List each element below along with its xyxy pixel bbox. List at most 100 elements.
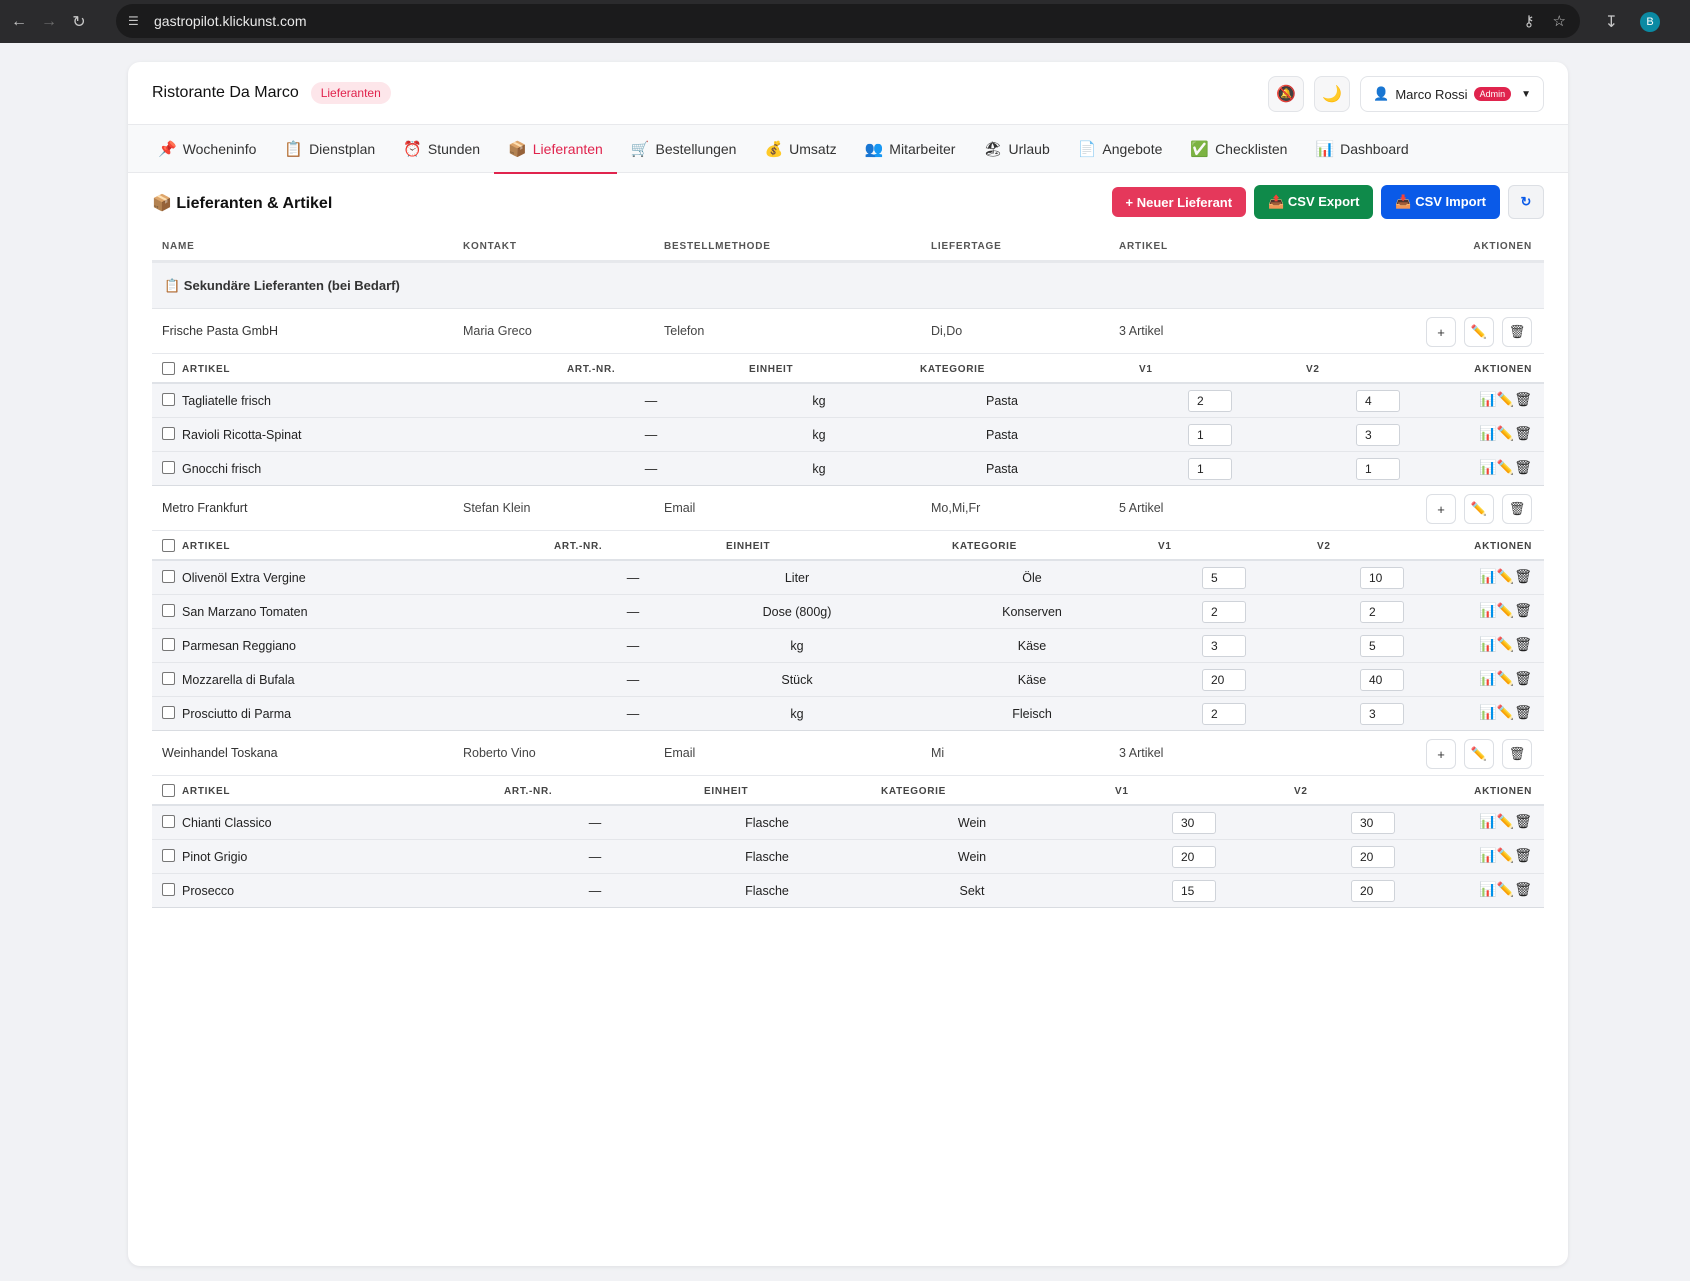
pencil-icon[interactable]: ✏️ bbox=[1496, 391, 1515, 407]
download-icon[interactable]: ↧ bbox=[1604, 13, 1618, 31]
tab-dienstplan[interactable]: 📋 Dienstplan bbox=[270, 125, 389, 173]
quantity-v1-input[interactable]: 5 bbox=[1202, 567, 1246, 589]
edit-supplier-button[interactable]: ✏️ bbox=[1464, 317, 1494, 347]
trash-icon[interactable]: 🗑 bbox=[1514, 704, 1532, 720]
pencil-icon[interactable]: ✏️ bbox=[1496, 670, 1515, 686]
quantity-v2-input[interactable]: 3 bbox=[1360, 703, 1404, 725]
supplier-row[interactable]: Frische Pasta GmbH Maria Greco Telefon Di,D… bbox=[152, 309, 1544, 354]
forward-icon[interactable]: → bbox=[41, 12, 57, 30]
article-checkbox[interactable] bbox=[162, 706, 175, 719]
chart-icon[interactable]: 📊 bbox=[1479, 670, 1497, 686]
edit-supplier-button[interactable]: ✏️ bbox=[1464, 494, 1494, 524]
quantity-v1-input[interactable]: 30 bbox=[1172, 812, 1216, 834]
quantity-v1-input[interactable]: 3 bbox=[1202, 635, 1246, 657]
csv-export-button[interactable]: 📤 CSV Export bbox=[1254, 185, 1374, 219]
tab-dashboard[interactable]: 📊 Dashboard bbox=[1301, 125, 1422, 173]
bell-off-icon[interactable]: 🔕 bbox=[1268, 76, 1305, 112]
article-checkbox[interactable] bbox=[162, 638, 175, 651]
supplier-row[interactable]: Weinhandel Toskana Roberto Vino Email Mi 3 A… bbox=[152, 731, 1544, 776]
trash-icon[interactable]: 🗑 bbox=[1514, 568, 1532, 584]
quantity-v2-input[interactable]: 40 bbox=[1360, 669, 1404, 691]
delete-supplier-button[interactable]: 🗑 bbox=[1502, 494, 1532, 524]
tab-urlaub[interactable]: 🏖 Urlaub bbox=[969, 125, 1063, 173]
tab-bestellungen[interactable]: 🛒 Bestellungen bbox=[617, 125, 751, 173]
article-row[interactable]: Gnocchi frisch — kg Pasta 1 1 📊 ✏️ 🗑 bbox=[152, 452, 1544, 486]
tab-wocheninfo[interactable]: 📌 Wocheninfo bbox=[144, 125, 270, 173]
chart-icon[interactable]: 📊 bbox=[1479, 391, 1497, 407]
quantity-v1-input[interactable]: 1 bbox=[1188, 458, 1232, 480]
quantity-v2-input[interactable]: 1 bbox=[1356, 458, 1400, 480]
article-row[interactable]: Parmesan Reggiano — kg Käse 3 5 📊 ✏️ 🗑 bbox=[152, 629, 1544, 663]
article-row[interactable]: Mozzarella di Bufala — Stück Käse 20 40 📊 ✏️ 🗑 bbox=[152, 663, 1544, 697]
article-checkbox[interactable] bbox=[162, 570, 175, 583]
tab-checklisten[interactable]: ✅ Checklisten bbox=[1176, 125, 1301, 173]
select-all-checkbox[interactable] bbox=[162, 784, 175, 797]
quantity-v2-input[interactable]: 2 bbox=[1360, 601, 1404, 623]
article-row[interactable]: Tagliatelle frisch — kg Pasta 2 4 📊 ✏️ 🗑 bbox=[152, 384, 1544, 418]
chart-icon[interactable]: 📊 bbox=[1479, 813, 1497, 829]
tab-lieferanten[interactable]: 📦 Lieferanten bbox=[494, 125, 617, 174]
edit-supplier-button[interactable]: ✏️ bbox=[1464, 739, 1494, 769]
trash-icon[interactable]: 🗑 bbox=[1514, 425, 1532, 441]
site-settings-icon[interactable]: ☰ bbox=[128, 14, 139, 28]
quantity-v1-input[interactable]: 2 bbox=[1202, 601, 1246, 623]
tab-mitarbeiter[interactable]: 👥 Mitarbeiter bbox=[851, 125, 970, 173]
article-row[interactable]: Chianti Classico — Flasche Wein 30 30 📊 ✏️ 🗑 bbox=[152, 806, 1544, 840]
url-text[interactable]: gastropilot.klickunst.com bbox=[154, 13, 307, 29]
quantity-v2-input[interactable]: 20 bbox=[1351, 880, 1395, 902]
pencil-icon[interactable]: ✏️ bbox=[1496, 881, 1515, 897]
profile-avatar[interactable]: B bbox=[1640, 11, 1660, 32]
delete-supplier-button[interactable]: 🗑 bbox=[1502, 739, 1532, 769]
quantity-v2-input[interactable]: 5 bbox=[1360, 635, 1404, 657]
trash-icon[interactable]: 🗑 bbox=[1514, 813, 1532, 829]
chart-icon[interactable]: 📊 bbox=[1479, 602, 1497, 618]
tab-umsatz[interactable]: 💰 Umsatz bbox=[750, 125, 850, 173]
tab-angebote[interactable]: 📄 Angebote bbox=[1064, 125, 1177, 173]
quantity-v1-input[interactable]: 20 bbox=[1172, 846, 1216, 868]
reload-icon[interactable]: ↻ bbox=[72, 13, 86, 31]
article-row[interactable]: Olivenöl Extra Vergine — Liter Öle 5 10 📊 ✏️ 🗑 bbox=[152, 561, 1544, 595]
trash-icon[interactable]: 🗑 bbox=[1514, 459, 1532, 475]
article-row[interactable]: Pinot Grigio — Flasche Wein 20 20 📊 ✏️ 🗑 bbox=[152, 840, 1544, 874]
pencil-icon[interactable]: ✏️ bbox=[1496, 459, 1515, 475]
quantity-v1-input[interactable]: 15 bbox=[1172, 880, 1216, 902]
pencil-icon[interactable]: ✏️ bbox=[1496, 704, 1515, 720]
csv-import-button[interactable]: 📥 CSV Import bbox=[1381, 185, 1500, 219]
user-menu-button[interactable]: 👤 Marco Rossi Admin ▼ bbox=[1360, 76, 1544, 112]
trash-icon[interactable]: 🗑 bbox=[1514, 636, 1532, 652]
pencil-icon[interactable]: ✏️ bbox=[1496, 568, 1515, 584]
article-checkbox[interactable] bbox=[162, 427, 175, 440]
quantity-v1-input[interactable]: 20 bbox=[1202, 669, 1246, 691]
quantity-v1-input[interactable]: 2 bbox=[1202, 703, 1246, 725]
quantity-v2-input[interactable]: 10 bbox=[1360, 567, 1404, 589]
trash-icon[interactable]: 🗑 bbox=[1514, 670, 1532, 686]
trash-icon[interactable]: 🗑 bbox=[1514, 391, 1532, 407]
article-row[interactable]: Ravioli Ricotta-Spinat — kg Pasta 1 3 📊 ✏️ 🗑 bbox=[152, 418, 1544, 452]
quantity-v1-input[interactable]: 1 bbox=[1188, 424, 1232, 446]
article-row[interactable]: San Marzano Tomaten — Dose (800g) Konserven… bbox=[152, 595, 1544, 629]
chart-icon[interactable]: 📊 bbox=[1479, 636, 1497, 652]
chart-icon[interactable]: 📊 bbox=[1479, 425, 1497, 441]
quantity-v2-input[interactable]: 3 bbox=[1356, 424, 1400, 446]
add-article-button[interactable]: + bbox=[1426, 317, 1456, 347]
pencil-icon[interactable]: ✏️ bbox=[1496, 636, 1515, 652]
article-checkbox[interactable] bbox=[162, 672, 175, 685]
select-all-checkbox[interactable] bbox=[162, 539, 175, 552]
star-icon[interactable]: ☆ bbox=[1552, 13, 1566, 30]
quantity-v2-input[interactable]: 30 bbox=[1351, 812, 1395, 834]
article-checkbox[interactable] bbox=[162, 393, 175, 406]
article-checkbox[interactable] bbox=[162, 461, 175, 474]
pencil-icon[interactable]: ✏️ bbox=[1496, 602, 1515, 618]
trash-icon[interactable]: 🗑 bbox=[1514, 881, 1532, 897]
delete-supplier-button[interactable]: 🗑 bbox=[1502, 317, 1532, 347]
chart-icon[interactable]: 📊 bbox=[1479, 704, 1497, 720]
chart-icon[interactable]: 📊 bbox=[1479, 568, 1497, 584]
article-checkbox[interactable] bbox=[162, 883, 175, 896]
quantity-v2-input[interactable]: 4 bbox=[1356, 390, 1400, 412]
quantity-v2-input[interactable]: 20 bbox=[1351, 846, 1395, 868]
tab-stunden[interactable]: ⏰ Stunden bbox=[389, 125, 494, 173]
new-supplier-button[interactable]: + Neuer Lieferant bbox=[1111, 187, 1247, 217]
select-all-checkbox[interactable] bbox=[162, 362, 175, 375]
article-row[interactable]: Prosecco — Flasche Sekt 15 20 📊 ✏️ 🗑 bbox=[152, 874, 1544, 908]
key-icon[interactable]: ⚷ bbox=[1523, 13, 1535, 30]
